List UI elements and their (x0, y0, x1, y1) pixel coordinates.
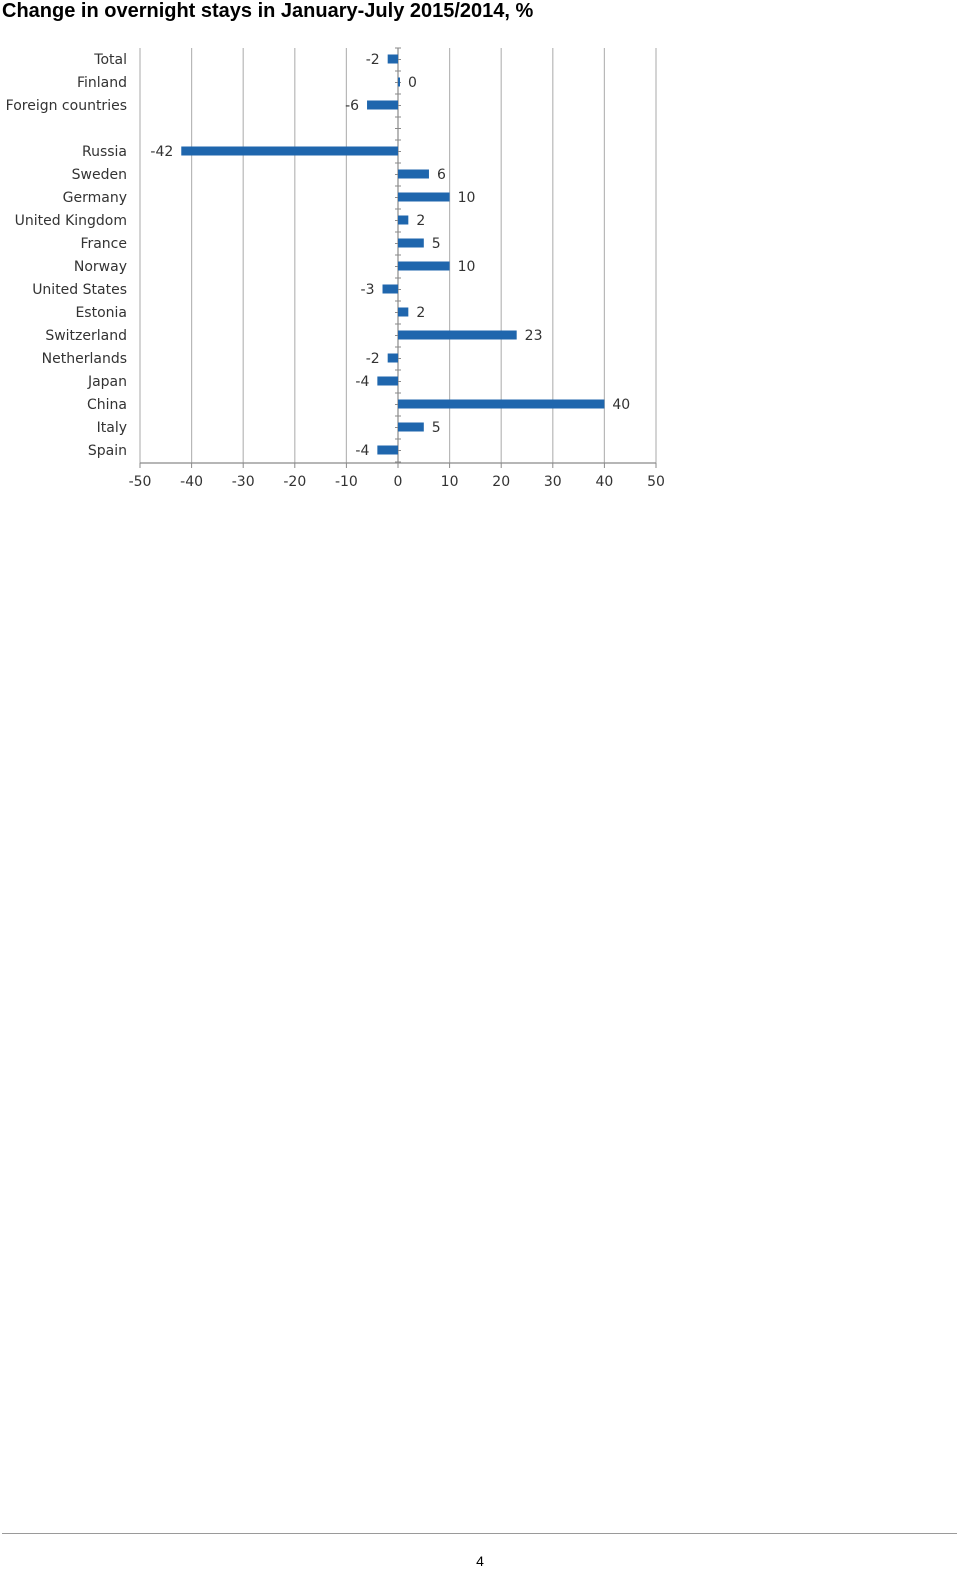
x-tick-label: 30 (544, 474, 562, 490)
page-number: 4 (476, 1553, 484, 1569)
bar (377, 376, 398, 386)
category-label: Norway (74, 259, 127, 275)
data-label: -2 (366, 52, 380, 68)
data-label: 0 (408, 75, 417, 91)
bar (387, 353, 398, 363)
bar (382, 284, 398, 294)
category-label: Russia (82, 144, 127, 160)
category-label: Finland (77, 75, 127, 91)
bar (398, 307, 409, 317)
x-tick-label: 20 (492, 474, 510, 490)
bar (398, 399, 605, 409)
category-label: Foreign countries (6, 98, 127, 114)
category-label: Spain (88, 443, 127, 459)
category-label: Japan (87, 374, 127, 390)
category-label: Switzerland (45, 328, 127, 344)
data-label: 10 (458, 259, 476, 275)
data-label: 2 (416, 305, 425, 321)
category-label: China (87, 397, 127, 413)
data-label: -4 (355, 374, 369, 390)
category-label: Italy (97, 420, 127, 436)
category-label: Netherlands (42, 351, 127, 367)
data-label: 10 (458, 190, 476, 206)
category-label: Germany (63, 190, 127, 206)
bar (387, 54, 398, 64)
bar (398, 169, 429, 179)
category-label: Total (93, 52, 127, 68)
bar (367, 100, 398, 110)
page-title: Change in overnight stays in January-Jul… (2, 0, 534, 22)
x-tick-label: -50 (129, 474, 152, 490)
data-label: 40 (612, 397, 630, 413)
data-label: -42 (150, 144, 173, 160)
data-label: 6 (437, 167, 446, 183)
data-label: 23 (525, 328, 543, 344)
data-label: -3 (361, 282, 375, 298)
x-tick-label: -40 (180, 474, 203, 490)
x-tick-label: 40 (595, 474, 613, 490)
footer-divider (2, 1533, 957, 1534)
bar (398, 192, 450, 202)
bar (181, 146, 398, 156)
x-tick-label: -20 (283, 474, 306, 490)
bar (398, 422, 424, 432)
bar (398, 238, 424, 248)
data-label: 5 (432, 420, 441, 436)
bar (377, 445, 398, 455)
x-tick-label: 0 (394, 474, 403, 490)
category-label: United Kingdom (15, 213, 127, 229)
x-tick-label: -10 (335, 474, 358, 490)
data-label: -2 (366, 351, 380, 367)
category-label: France (80, 236, 127, 252)
category-label: Sweden (72, 167, 127, 183)
data-label: -6 (345, 98, 359, 114)
data-label: 2 (416, 213, 425, 229)
bar (398, 215, 409, 225)
x-tick-label: -30 (232, 474, 255, 490)
bar (398, 77, 400, 87)
data-label: -4 (355, 443, 369, 459)
bar (398, 261, 450, 271)
data-label: 5 (432, 236, 441, 252)
category-label: Estonia (75, 305, 127, 321)
x-tick-label: 50 (647, 474, 665, 490)
x-tick-label: 10 (441, 474, 459, 490)
bar (398, 330, 517, 340)
category-label: United States (32, 282, 127, 298)
